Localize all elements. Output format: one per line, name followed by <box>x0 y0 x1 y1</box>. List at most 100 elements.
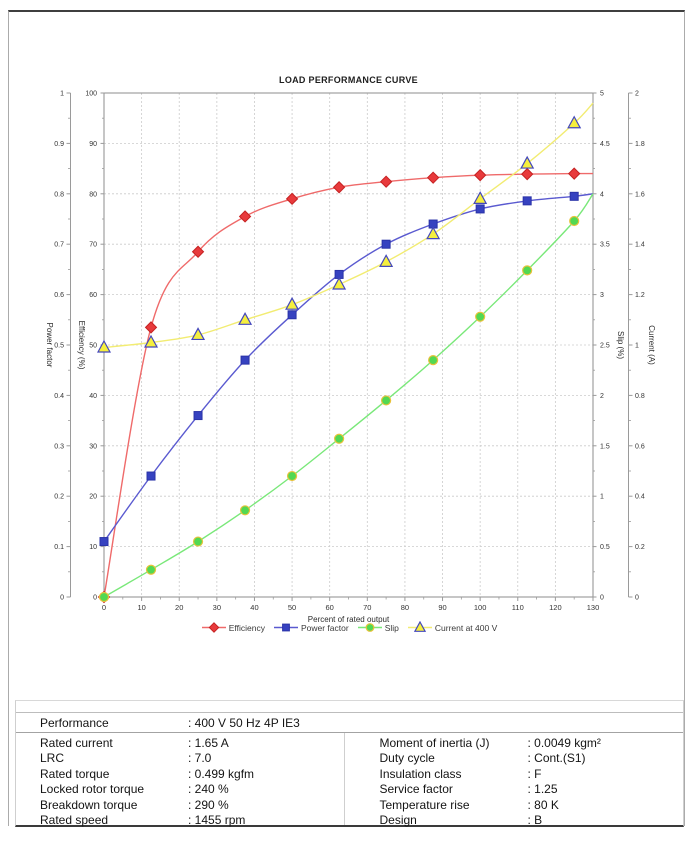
svg-text:20: 20 <box>175 603 183 612</box>
svg-text:1.4: 1.4 <box>635 242 645 249</box>
performance-data-table: Performance : 400 V 50 Hz 4P IE3 Rated c… <box>15 700 684 827</box>
svg-text:1.8: 1.8 <box>635 141 645 148</box>
svg-text:Power factor: Power factor <box>45 323 54 368</box>
table-row: Breakdown torque : 290 % <box>16 797 350 813</box>
table-row: Duty cycle: Cont.(S1) <box>350 751 684 767</box>
svg-text:50: 50 <box>89 343 97 350</box>
row-value: : 1.65 A <box>188 735 229 750</box>
row-label: Duty cycle <box>379 751 435 766</box>
table-row: Locked rotor torque : 240 % <box>16 782 350 798</box>
svg-text:130: 130 <box>587 603 600 612</box>
table-row: Moment of inertia (J): 0.0049 kgm² <box>350 735 684 751</box>
table-row: Insulation class: F <box>350 766 684 782</box>
svg-text:40: 40 <box>89 393 97 400</box>
series-markers-current <box>96 115 582 353</box>
svg-text:5: 5 <box>600 91 604 98</box>
svg-text:0.5: 0.5 <box>54 343 64 350</box>
svg-text:0: 0 <box>635 595 639 602</box>
svg-text:0.5: 0.5 <box>600 544 610 551</box>
row-label: Temperature rise <box>379 797 470 812</box>
row-label: Locked rotor torque <box>40 782 145 797</box>
svg-text:0: 0 <box>93 595 97 602</box>
svg-text:0.6: 0.6 <box>635 443 645 450</box>
current-triangle-icon <box>407 621 432 632</box>
svg-text:0.1: 0.1 <box>54 544 64 551</box>
legend-item-efficiency: Efficiency <box>201 621 265 634</box>
legend-item-slip: Slip <box>357 621 399 634</box>
axis-efficiency: Efficiency (%) <box>77 92 105 598</box>
axis-power_factor: Power factor <box>45 92 71 598</box>
svg-text:4: 4 <box>600 191 604 198</box>
power-factor-square-icon <box>273 623 298 632</box>
legend-label: Current at 400 V <box>434 622 498 633</box>
table-row: Temperature rise: 80 K <box>350 797 684 813</box>
row-value: : F <box>527 766 542 781</box>
svg-text:20: 20 <box>89 494 97 501</box>
slip-circle-icon <box>357 623 382 632</box>
svg-text:70: 70 <box>363 603 371 612</box>
svg-text:0.8: 0.8 <box>635 393 645 400</box>
svg-text:0.7: 0.7 <box>54 242 64 249</box>
axis-x: 0 10 20 30 40 50 60 70 80 90 100 110 120 130 Percent o… <box>102 597 599 624</box>
table-column-divider <box>344 733 345 825</box>
svg-text:90: 90 <box>438 603 446 612</box>
table-body: Rated current: 1.65 A LRC: 7.0 Rated torqu… <box>16 735 684 828</box>
svg-text:0.8: 0.8 <box>54 191 64 198</box>
svg-text:30: 30 <box>89 443 97 450</box>
svg-text:1.2: 1.2 <box>635 292 645 299</box>
table-row: Service factor: 1.25 <box>350 782 684 798</box>
svg-text:0.3: 0.3 <box>54 443 64 450</box>
series-markers-power_factor <box>99 191 579 547</box>
table-row: Rated speed : 1455 rpm <box>16 813 350 829</box>
svg-text:110: 110 <box>512 603 524 612</box>
row-label: Breakdown torque <box>40 797 138 812</box>
svg-text:100: 100 <box>85 91 97 98</box>
svg-text:1: 1 <box>600 494 604 501</box>
efficiency-diamond-icon <box>201 622 226 633</box>
row-value: : 240 % <box>188 782 229 797</box>
panel-border <box>8 10 685 826</box>
svg-text:0: 0 <box>102 603 106 612</box>
svg-text:50: 50 <box>288 603 296 612</box>
row-value: : B <box>527 813 543 828</box>
svg-text:2: 2 <box>635 91 639 98</box>
row-value: : 290 % <box>188 797 229 812</box>
svg-text:0.4: 0.4 <box>635 494 645 501</box>
svg-text:1: 1 <box>60 91 64 98</box>
legend-label: Efficiency <box>228 622 265 633</box>
row-label: Design <box>379 813 417 828</box>
svg-text:2.5: 2.5 <box>600 343 610 350</box>
table-right-column: Moment of inertia (J): 0.0049 kgm² Duty c… <box>350 735 684 828</box>
row-value: : 1455 rpm <box>188 813 246 828</box>
row-label: Rated speed <box>40 813 109 828</box>
svg-text:1.5: 1.5 <box>600 443 610 450</box>
legend-item-current: Current at 400 V <box>407 621 498 634</box>
series-line-efficiency <box>103 172 593 598</box>
row-value: : 7.0 <box>188 751 212 766</box>
svg-text:10: 10 <box>89 544 97 551</box>
series-line-current <box>103 102 594 349</box>
svg-text:10: 10 <box>137 603 145 612</box>
svg-text:90: 90 <box>89 141 97 148</box>
legend-label: Slip <box>384 622 399 633</box>
table-left-column: Rated current: 1.65 A LRC: 7.0 Rated torqu… <box>16 735 350 828</box>
legend-item-power-factor: Power factor <box>273 621 349 634</box>
series-line-power_factor <box>103 193 594 543</box>
load-performance-chart: Power factor 0 0.1 0.2 0.3 0.4 0.5 0.6 0.7 0.8 0.9… <box>45 75 656 624</box>
svg-text:3: 3 <box>600 292 604 299</box>
svg-text:0.2: 0.2 <box>635 544 645 551</box>
svg-text:0: 0 <box>600 595 604 602</box>
svg-text:Slip (%): Slip (%) <box>616 331 625 359</box>
svg-text:0.6: 0.6 <box>54 292 64 299</box>
axis-current: Current (A) <box>628 92 656 598</box>
svg-text:1: 1 <box>635 343 639 350</box>
table-row: Rated torque: 0.499 kgfm <box>16 766 350 782</box>
series-markers-efficiency <box>97 167 581 604</box>
svg-text:Current (A): Current (A) <box>647 325 656 365</box>
series-markers-slip <box>98 215 580 603</box>
svg-text:0.4: 0.4 <box>54 393 64 400</box>
svg-text:100: 100 <box>474 603 487 612</box>
table-row: Rated current: 1.65 A <box>16 735 350 751</box>
row-label: Moment of inertia (J) <box>379 735 490 750</box>
svg-text:1.6: 1.6 <box>635 191 645 198</box>
